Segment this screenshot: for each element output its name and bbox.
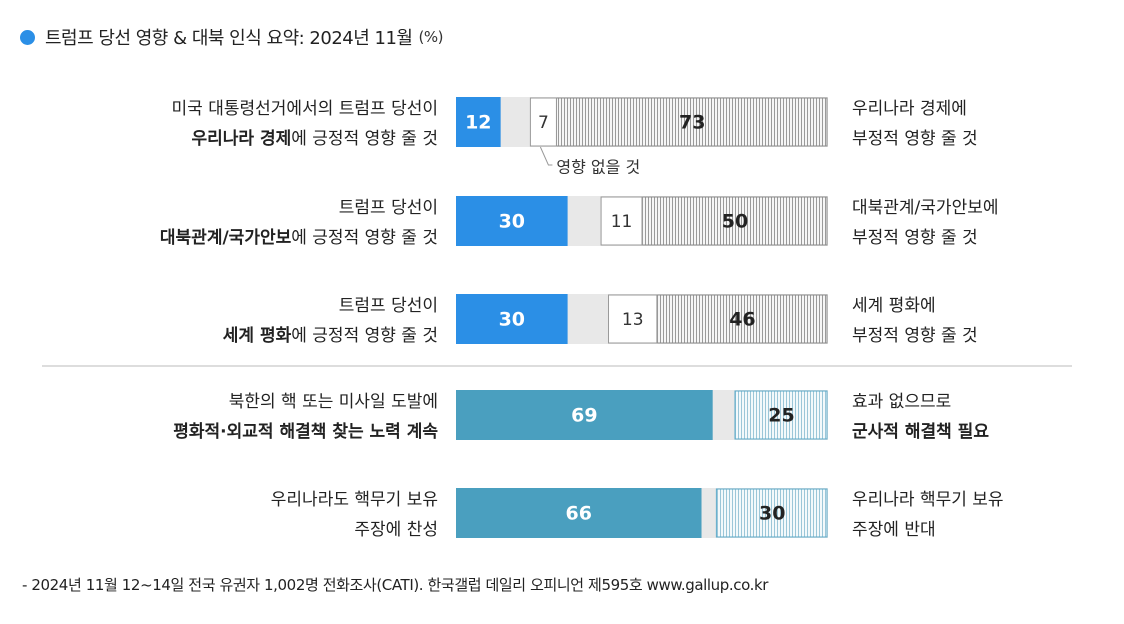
positive-bar: [456, 390, 713, 440]
positive-value-label: 30: [499, 211, 525, 233]
bar-row-5: [456, 488, 828, 538]
positive-bar: [456, 97, 501, 147]
neutral-note-label: 영향 없을 것: [556, 158, 640, 177]
positive-bar: [456, 196, 568, 246]
positive-value-label: 12: [465, 112, 491, 134]
negative-value-label: 46: [729, 309, 755, 331]
positive-value-label: 69: [571, 405, 597, 427]
negative-value-label: 50: [722, 211, 748, 233]
title-unit: (%): [418, 28, 444, 46]
right-label-line-1: 효과 없으므로: [852, 392, 951, 412]
negative-value-label: 25: [768, 405, 794, 427]
chart-title: 트럼프 당선 영향 & 대북 인식 요약: 2024년 11월 (%): [20, 22, 443, 52]
neutral-value-label: 13: [622, 310, 644, 330]
negative-bar: [555, 97, 828, 147]
bar-row-2: [456, 196, 828, 246]
title-bullet-icon: [20, 29, 35, 45]
bar-row-1: [456, 97, 828, 147]
positive-bar: [456, 294, 568, 344]
left-label-line-2: 우리나라 경제에 긍정적 영향 줄 것: [191, 129, 438, 149]
neutral-bar: [608, 294, 658, 344]
left-label-line-2: 대북관계/국가안보에 긍정적 영향 줄 것: [160, 228, 438, 248]
left-label-line-1: 미국 대통령선거에서의 트럼프 당선이: [172, 99, 438, 119]
right-label-line-2: 부정적 영향 줄 것: [852, 228, 978, 248]
bar-row-3: [456, 294, 828, 344]
positive-value-label: 66: [566, 503, 592, 525]
negative-value-label: 73: [679, 112, 705, 134]
negative-value-label: 30: [759, 503, 785, 525]
right-label-line-1: 세계 평화에: [852, 296, 936, 316]
left-label-line-2: 평화적·외교적 해결책 찾는 노력 계속: [173, 421, 438, 442]
bar-row-4: [456, 390, 828, 440]
right-label-line-2: 부정적 영향 줄 것: [852, 326, 978, 346]
title-text: 트럼프 당선 영향 & 대북 인식 요약: 2024년 11월: [45, 28, 413, 49]
neutral-value-label: 7: [538, 113, 549, 133]
positive-bar: [456, 488, 702, 538]
left-label-line-1: 트럼프 당선이: [339, 296, 438, 316]
right-label-line-2: 부정적 영향 줄 것: [852, 129, 978, 149]
right-label-line-2: 주장에 반대: [852, 520, 936, 540]
left-label-line-2: 주장에 찬성: [354, 520, 438, 540]
left-label-line-1: 우리나라도 핵무기 보유: [271, 490, 438, 510]
left-label-line-1: 트럼프 당선이: [339, 198, 438, 218]
left-label-line-1: 북한의 핵 또는 미사일 도발에: [229, 392, 438, 412]
negative-bar: [641, 196, 828, 246]
right-label-line-1: 우리나라 핵무기 보유: [852, 490, 1004, 510]
negative-bar: [715, 488, 828, 538]
left-label-line-2: 세계 평화에 긍정적 영향 줄 것: [223, 326, 438, 346]
right-label-line-2: 군사적 해결책 필요: [852, 422, 989, 442]
right-label-line-1: 우리나라 경제에: [852, 99, 967, 119]
neutral-value-label: 11: [611, 212, 633, 232]
source-footnote: - 2024년 11월 12~14일 전국 유권자 1,002명 전화조사(CA…: [22, 576, 769, 594]
positive-value-label: 30: [499, 309, 525, 331]
neutral-note-leader: [539, 146, 553, 166]
right-label-line-1: 대북관계/국가안보에: [852, 198, 999, 218]
neutral-bar: [529, 97, 557, 147]
negative-bar: [656, 294, 828, 344]
negative-bar: [734, 390, 828, 440]
neutral-bar: [600, 196, 643, 246]
